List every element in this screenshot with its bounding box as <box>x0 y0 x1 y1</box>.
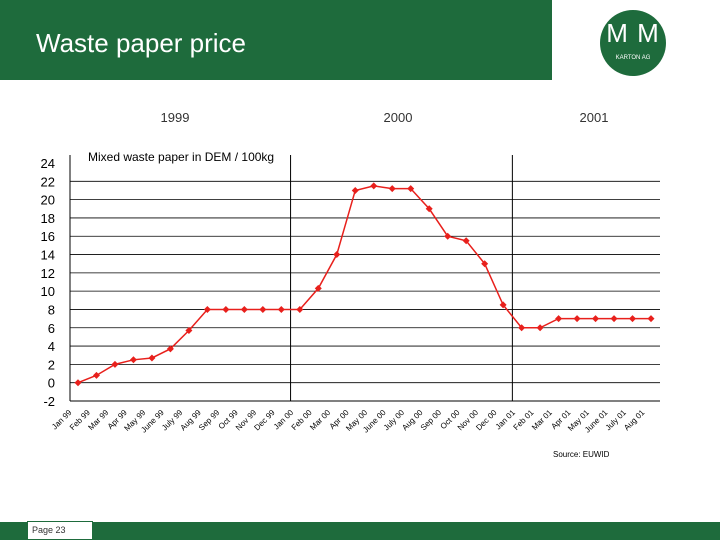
chart-grid <box>70 180 660 384</box>
footer-bar <box>0 522 720 540</box>
data-point <box>481 260 489 268</box>
y-tick-label: 4 <box>48 339 55 354</box>
data-point <box>259 305 267 313</box>
header-divider <box>0 78 552 80</box>
data-point <box>592 315 600 323</box>
data-point <box>629 315 637 323</box>
data-point <box>185 327 193 335</box>
x-tick-label: Dec 99 <box>252 408 277 433</box>
y-tick-label: 16 <box>41 229 55 244</box>
y-tick-label: 8 <box>48 302 55 317</box>
x-tick-label: Sep 00 <box>419 408 444 433</box>
y-tick-label: 10 <box>41 284 55 299</box>
header-bar <box>0 0 552 78</box>
series-line <box>77 185 651 384</box>
x-tick-label: Mar 99 <box>86 408 110 432</box>
data-point <box>444 232 452 240</box>
chart-series <box>74 182 655 387</box>
data-point <box>407 185 415 193</box>
data-point <box>240 305 248 313</box>
data-point <box>555 315 563 323</box>
chart-source: Source: EUWID <box>553 450 610 459</box>
data-point <box>351 186 359 194</box>
x-tick-label: Mar 01 <box>530 408 554 432</box>
chart-axes <box>69 155 660 402</box>
chart-subtitle: Mixed waste paper in DEM / 100kg <box>88 150 274 164</box>
y-tick-label: 14 <box>41 248 55 263</box>
year-labels: 1999 2000 2001 <box>161 110 609 125</box>
data-point <box>499 301 507 309</box>
x-tick-label: Aug 01 <box>622 408 647 433</box>
year-label: 1999 <box>161 110 190 125</box>
data-point <box>647 315 655 323</box>
data-point <box>111 360 119 368</box>
x-tick-label: Sep 99 <box>197 408 222 433</box>
data-point <box>277 305 285 313</box>
y-tick-label: 12 <box>41 266 55 281</box>
x-tick-label: Mar 00 <box>308 408 332 432</box>
data-point <box>388 185 396 193</box>
data-point <box>203 305 211 313</box>
data-point <box>148 354 156 362</box>
x-tick-label: Dec 00 <box>474 408 499 433</box>
data-point <box>314 284 322 292</box>
data-point <box>425 205 433 213</box>
page-title: Waste paper price <box>36 28 247 58</box>
y-tick-label: 18 <box>41 211 55 226</box>
page-number: Page 23 <box>32 525 66 535</box>
data-point <box>462 237 470 245</box>
y-tick-label: 22 <box>41 174 55 189</box>
data-point <box>92 371 100 379</box>
year-label: 2000 <box>384 110 413 125</box>
y-tick-label: -2 <box>43 394 55 409</box>
y-tick-label: 0 <box>48 376 55 391</box>
data-point <box>129 356 137 364</box>
y-tick-label: 24 <box>41 156 55 171</box>
data-point <box>74 379 82 387</box>
y-tick-label: 2 <box>48 357 55 372</box>
data-point <box>296 305 304 313</box>
data-point <box>573 315 581 323</box>
logo-subtext: KARTON AG <box>615 55 651 61</box>
data-point <box>166 345 174 353</box>
company-logo: M M KARTON AG <box>600 10 666 76</box>
data-point <box>536 324 544 332</box>
data-point <box>222 305 230 313</box>
y-tick-label: 6 <box>48 321 55 336</box>
y-tick-label: 20 <box>41 193 55 208</box>
data-point <box>610 315 618 323</box>
logo-text: M M <box>606 18 660 48</box>
data-point <box>518 324 526 332</box>
data-point <box>370 182 378 190</box>
year-label: 2001 <box>580 110 609 125</box>
data-point <box>333 251 341 259</box>
